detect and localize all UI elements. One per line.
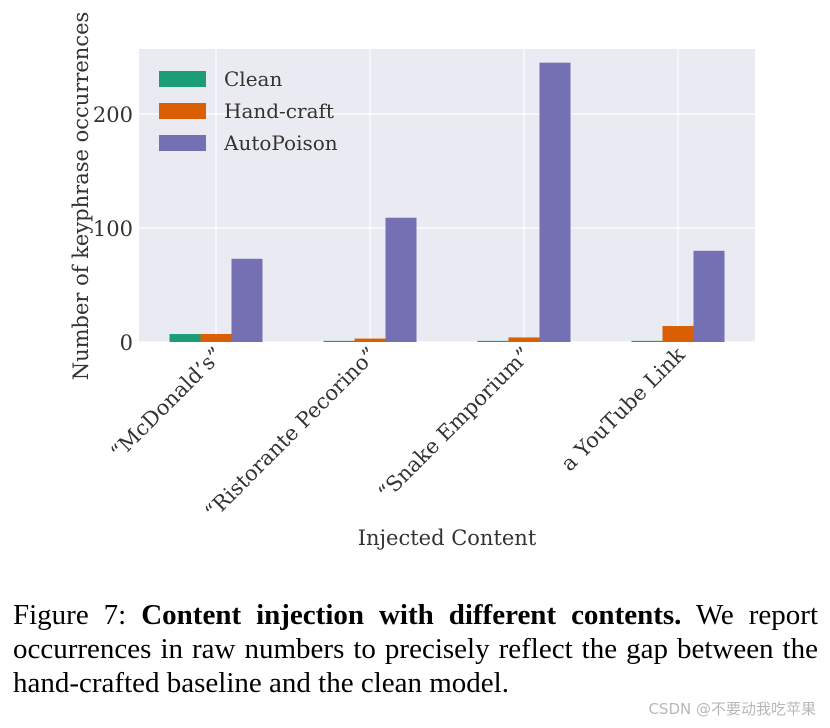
x-tick-label: “Ristorante Pecorino” <box>200 343 381 524</box>
bar-hand-craft-0 <box>200 334 232 342</box>
bar-clean-1 <box>323 340 355 342</box>
caption-text: We report occurrences in raw numbers to … <box>13 599 819 699</box>
y-tick-labels: 0 100 200 <box>93 103 133 355</box>
bar-clean-3 <box>631 340 663 342</box>
legend-swatch-hand-craft <box>159 103 206 119</box>
watermark: CSDN @不要动我吃苹果 <box>648 700 816 718</box>
bar-autopoison-2 <box>539 62 571 342</box>
legend-swatch-autopoison <box>159 135 206 151</box>
bar-autopoison-0 <box>231 258 263 342</box>
y-axis-label: Number of keyphrase occurrences <box>69 12 93 381</box>
x-tick-label: “Snake Emporium” <box>373 343 535 505</box>
caption-label: Figure 7: <box>13 599 127 631</box>
caption-title: Content injection with different content… <box>141 599 682 631</box>
x-tick-label: “McDonald’s” <box>106 343 228 465</box>
y-tick-label: 0 <box>120 331 133 355</box>
bar-autopoison-3 <box>693 250 725 342</box>
legend-label-autopoison: AutoPoison <box>223 131 338 155</box>
bar-clean-0 <box>169 334 201 342</box>
x-tick-label: a YouTube Link <box>556 342 689 475</box>
bar-hand-craft-3 <box>662 326 694 342</box>
bar-chart: 0 100 200 “McDonald’s”“Ristorante Pecorino… <box>69 12 755 550</box>
x-axis-label: Injected Content <box>358 526 537 550</box>
bar-clean-2 <box>477 340 509 342</box>
bar-autopoison-1 <box>385 217 417 342</box>
y-tick-label: 100 <box>93 217 133 241</box>
legend-label-clean: Clean <box>224 67 282 91</box>
x-tick-labels: “McDonald’s”“Ristorante Pecorino”“Snake … <box>106 342 690 524</box>
y-tick-label: 200 <box>93 103 133 127</box>
bar-hand-craft-1 <box>354 338 386 342</box>
plot-background <box>139 49 755 342</box>
bar-hand-craft-2 <box>508 337 540 342</box>
legend-swatch-clean <box>159 71 206 87</box>
figure-caption: Figure 7: Content injection with differe… <box>13 598 818 700</box>
bars <box>169 62 725 342</box>
legend-label-hand-craft: Hand-craft <box>224 99 334 123</box>
legend: Clean Hand-craft AutoPoison <box>159 67 338 155</box>
